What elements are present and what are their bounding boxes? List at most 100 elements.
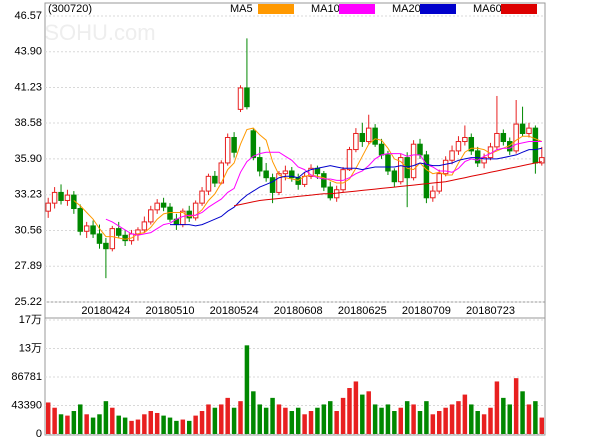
volume-bar [501, 397, 506, 434]
legend-label: MA5 [230, 3, 253, 15]
volume-bar [398, 407, 404, 434]
candle-body [45, 202, 51, 212]
candle-body [231, 136, 237, 153]
candle-body [199, 190, 205, 204]
volume-bar [78, 404, 83, 434]
candle-body [192, 202, 199, 219]
volume-bar [481, 414, 487, 434]
candle-body [282, 170, 289, 175]
y-tick-label: 43.90 [14, 46, 42, 58]
candle-body [244, 87, 250, 108]
candle-body [385, 154, 391, 172]
ma-line [234, 161, 542, 207]
volume-bar [206, 404, 211, 434]
candle-body [205, 175, 212, 192]
candle-body [64, 194, 71, 201]
volume-bar [71, 411, 77, 434]
volume-tick-label: 17万 [19, 314, 42, 326]
candle-body [378, 143, 385, 156]
volume-bar [507, 404, 512, 434]
volume-bar [462, 394, 468, 434]
volume-bar [129, 420, 134, 434]
volume-bar [45, 402, 51, 434]
volume-bar [142, 414, 147, 434]
volume-bar [404, 401, 410, 434]
volume-bar [84, 414, 89, 434]
volume-bar [321, 404, 327, 434]
candle-body [442, 159, 449, 175]
candle-body [141, 221, 148, 231]
volume-bar [65, 415, 70, 434]
candle-body [391, 170, 398, 183]
y-tick-label: 35.90 [14, 153, 42, 165]
volume-tick-label: 0 [36, 428, 42, 440]
volume-bar [379, 407, 384, 434]
candle-body [430, 190, 436, 199]
volume-bar [449, 404, 455, 434]
volume-bar [315, 407, 320, 434]
legend-swatch [501, 4, 537, 14]
volume-bar [97, 414, 102, 434]
volume-bar [424, 401, 429, 434]
legend-label: MA60 [473, 3, 502, 15]
volume-bar [212, 407, 218, 434]
volume-bar [270, 397, 275, 434]
volume-bar [116, 415, 121, 434]
volume-bar [167, 417, 173, 434]
ma-line [170, 147, 542, 227]
candle-body [289, 170, 295, 179]
candle-body [160, 202, 167, 208]
volume-bar [295, 407, 301, 434]
volume-bar [520, 391, 525, 434]
candle-body [109, 228, 116, 250]
volume-bar [385, 404, 391, 434]
volume-bar [302, 414, 307, 434]
candle-body [481, 157, 487, 164]
x-tick-label: 20180625 [338, 305, 387, 317]
x-tick-label: 20180510 [146, 305, 195, 317]
volume-bar [289, 411, 295, 434]
candle-body [346, 149, 353, 171]
volume-bar [436, 411, 442, 434]
candle-body [417, 143, 423, 156]
volume-bar [443, 407, 448, 434]
candle-body [321, 173, 327, 188]
candle-body [115, 228, 122, 236]
candle-body [250, 130, 257, 159]
volume-bar [238, 401, 243, 434]
volume-bar [90, 417, 96, 434]
candle-body [148, 209, 154, 223]
x-tick-label: 20180524 [210, 305, 259, 317]
candle-body [474, 150, 481, 164]
volume-bar [340, 397, 346, 434]
volume-bar [372, 404, 378, 434]
candle-body [423, 154, 430, 199]
y-tick-label: 46.57 [14, 10, 42, 22]
legend-swatch [339, 4, 375, 14]
candle-body [269, 177, 276, 193]
x-tick-label: 20180709 [402, 305, 451, 317]
frame [44, 2, 546, 436]
y-tick-label: 41.23 [14, 81, 42, 93]
volume-bar [526, 404, 532, 434]
candle-body [308, 167, 314, 177]
volume-bar [251, 391, 256, 434]
candle-body [51, 191, 58, 204]
candle-body [295, 177, 301, 185]
volume-bar [276, 404, 282, 434]
volume-bar [539, 417, 545, 434]
volume-bar [257, 404, 262, 434]
candle-body [77, 207, 83, 232]
candle-body [103, 242, 109, 250]
candle-body [455, 141, 462, 152]
x-tick-label: 20180608 [274, 305, 323, 317]
candle-body [58, 191, 64, 201]
volume-bar [174, 420, 179, 434]
volume-bar [353, 381, 359, 434]
candle-body [257, 157, 263, 172]
x-tick-label: 20180424 [81, 305, 130, 317]
candle-body [410, 143, 417, 179]
volume-bar [52, 407, 57, 434]
legend-label: MA10 [311, 3, 340, 15]
